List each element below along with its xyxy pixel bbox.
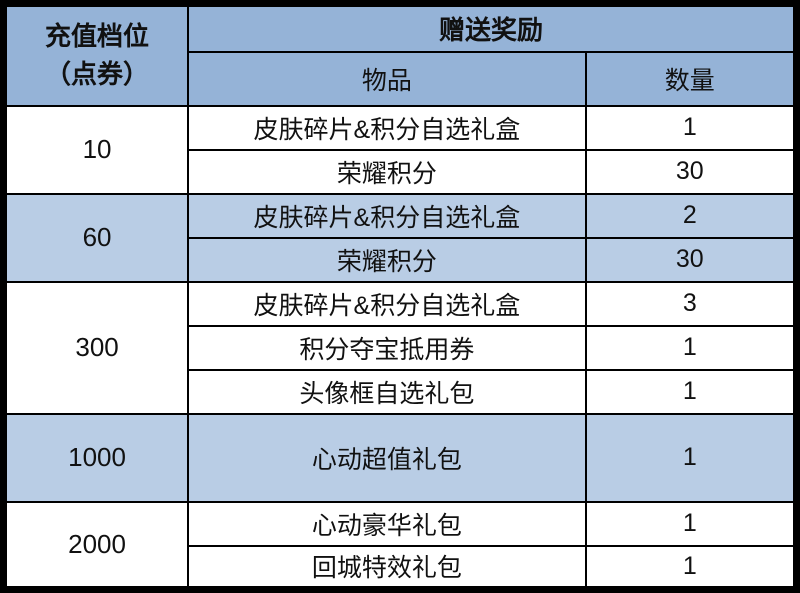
qty-cell: 1: [584, 500, 798, 547]
table-row: 头像框自选礼包 1: [4, 368, 798, 415]
tier-cell-2000: 2000: [2, 500, 190, 591]
tier-cell-10: 10: [2, 104, 190, 195]
item-cell: 皮肤碎片&积分自选礼盒: [187, 280, 587, 327]
item-cell: 回城特效礼包: [187, 544, 587, 591]
qty-cell: 2: [584, 192, 798, 239]
item-cell: 荣耀积分: [187, 236, 587, 283]
qty-cell: 1: [584, 324, 798, 371]
column-header-item: 物品: [187, 50, 587, 107]
table-row: 积分夺宝抵用券 1: [4, 324, 798, 371]
tier-cell-1000: 1000: [2, 412, 190, 503]
item-cell: 荣耀积分: [187, 148, 587, 195]
qty-cell: 3: [584, 280, 798, 327]
qty-cell: 1: [584, 104, 798, 151]
table-row: 300 皮肤碎片&积分自选礼盒 3: [2, 280, 798, 415]
table-row: 2000 心动豪华礼包 1: [2, 500, 798, 591]
column-header-tier: 充值档位 （点券）: [2, 2, 190, 107]
item-cell: 心动豪华礼包: [187, 500, 587, 547]
tier-header-line1: 充值档位: [45, 21, 150, 52]
qty-cell: 1: [584, 412, 798, 503]
qty-cell: 30: [584, 148, 798, 195]
item-cell: 皮肤碎片&积分自选礼盒: [187, 192, 587, 239]
tier-cell-60: 60: [2, 192, 190, 283]
item-cell: 头像框自选礼包: [187, 368, 587, 415]
tier-cell-300: 300: [2, 280, 190, 415]
column-header-quantity: 数量: [584, 50, 798, 107]
qty-cell: 30: [584, 236, 798, 283]
table-row: 荣耀积分 30: [4, 148, 798, 195]
item-cell: 皮肤碎片&积分自选礼盒: [187, 104, 587, 151]
column-header-rewards: 赠送奖励: [187, 2, 798, 53]
table-row: 60 皮肤碎片&积分自选礼盒 2: [2, 192, 798, 283]
qty-cell: 1: [584, 368, 798, 415]
table-row: 10 皮肤碎片&积分自选礼盒 1: [2, 104, 798, 195]
tier-header-line2: （点券）: [45, 58, 150, 89]
qty-cell: 1: [584, 544, 798, 591]
item-cell: 心动超值礼包: [187, 412, 587, 503]
header-row-top: 充值档位 （点券） 赠送奖励: [2, 2, 798, 107]
table-row: 1000 心动超值礼包 1: [2, 412, 798, 503]
item-cell: 积分夺宝抵用券: [187, 324, 587, 371]
table-row: 荣耀积分 30: [4, 236, 798, 283]
header-row-sub: 物品 数量: [4, 50, 798, 107]
